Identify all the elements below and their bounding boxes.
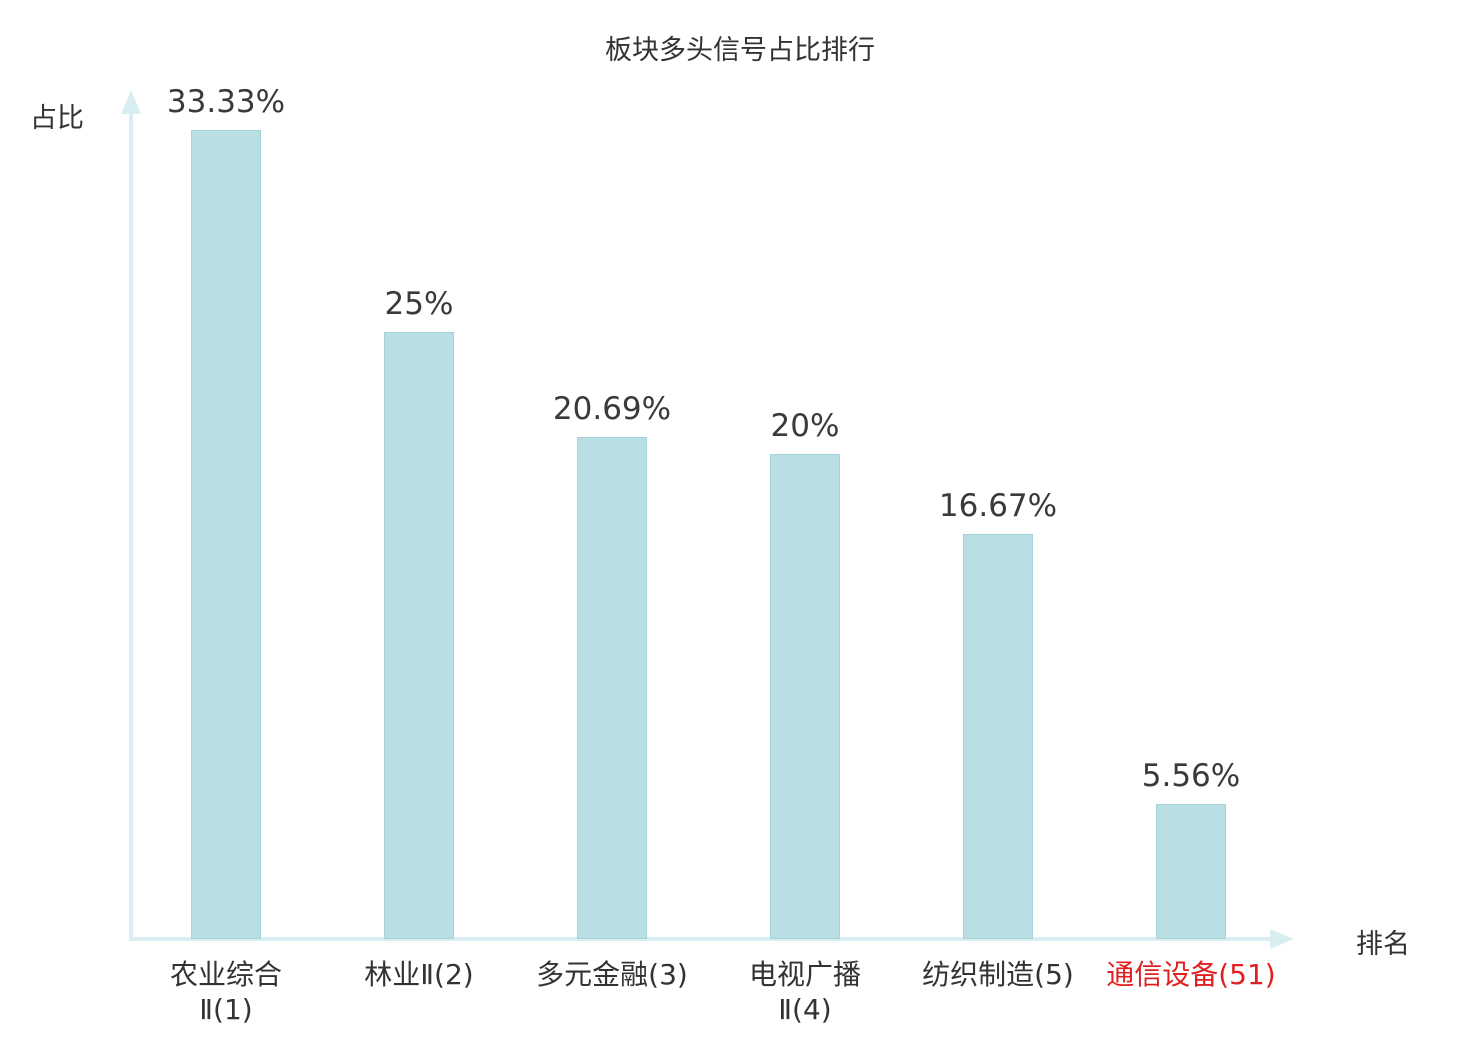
category-label: 通信设备(51) [1106, 958, 1276, 991]
category-label: 林业Ⅱ(2) [364, 958, 474, 991]
category-label: 农业综合 Ⅱ(1) [169, 958, 282, 1026]
y-axis-arrow-icon [121, 90, 141, 114]
bar-value-label: 16.67% [938, 488, 1058, 524]
bar-value-label: 33.33% [166, 84, 286, 120]
bar [963, 534, 1033, 939]
chart-title: 板块多头信号占比排行 [605, 35, 875, 66]
bar-value-label: 20% [770, 408, 840, 444]
category-label: 多元金融(3) [536, 958, 688, 991]
bar [1156, 804, 1226, 939]
category-label: 电视广播 Ⅱ(4) [748, 958, 861, 1026]
bar-value-label: 20.69% [552, 391, 672, 427]
x-axis-label: 排名 [1356, 929, 1410, 960]
y-axis-label: 占比 [30, 103, 84, 134]
x-axis-arrow-icon [1270, 929, 1294, 949]
bar [191, 130, 261, 939]
bar [770, 454, 840, 939]
bar-value-label: 5.56% [1141, 758, 1241, 794]
bar [384, 332, 454, 939]
bar-value-label: 25% [384, 286, 454, 322]
category-label: 纺织制造(5) [922, 958, 1074, 991]
bar [577, 437, 647, 939]
